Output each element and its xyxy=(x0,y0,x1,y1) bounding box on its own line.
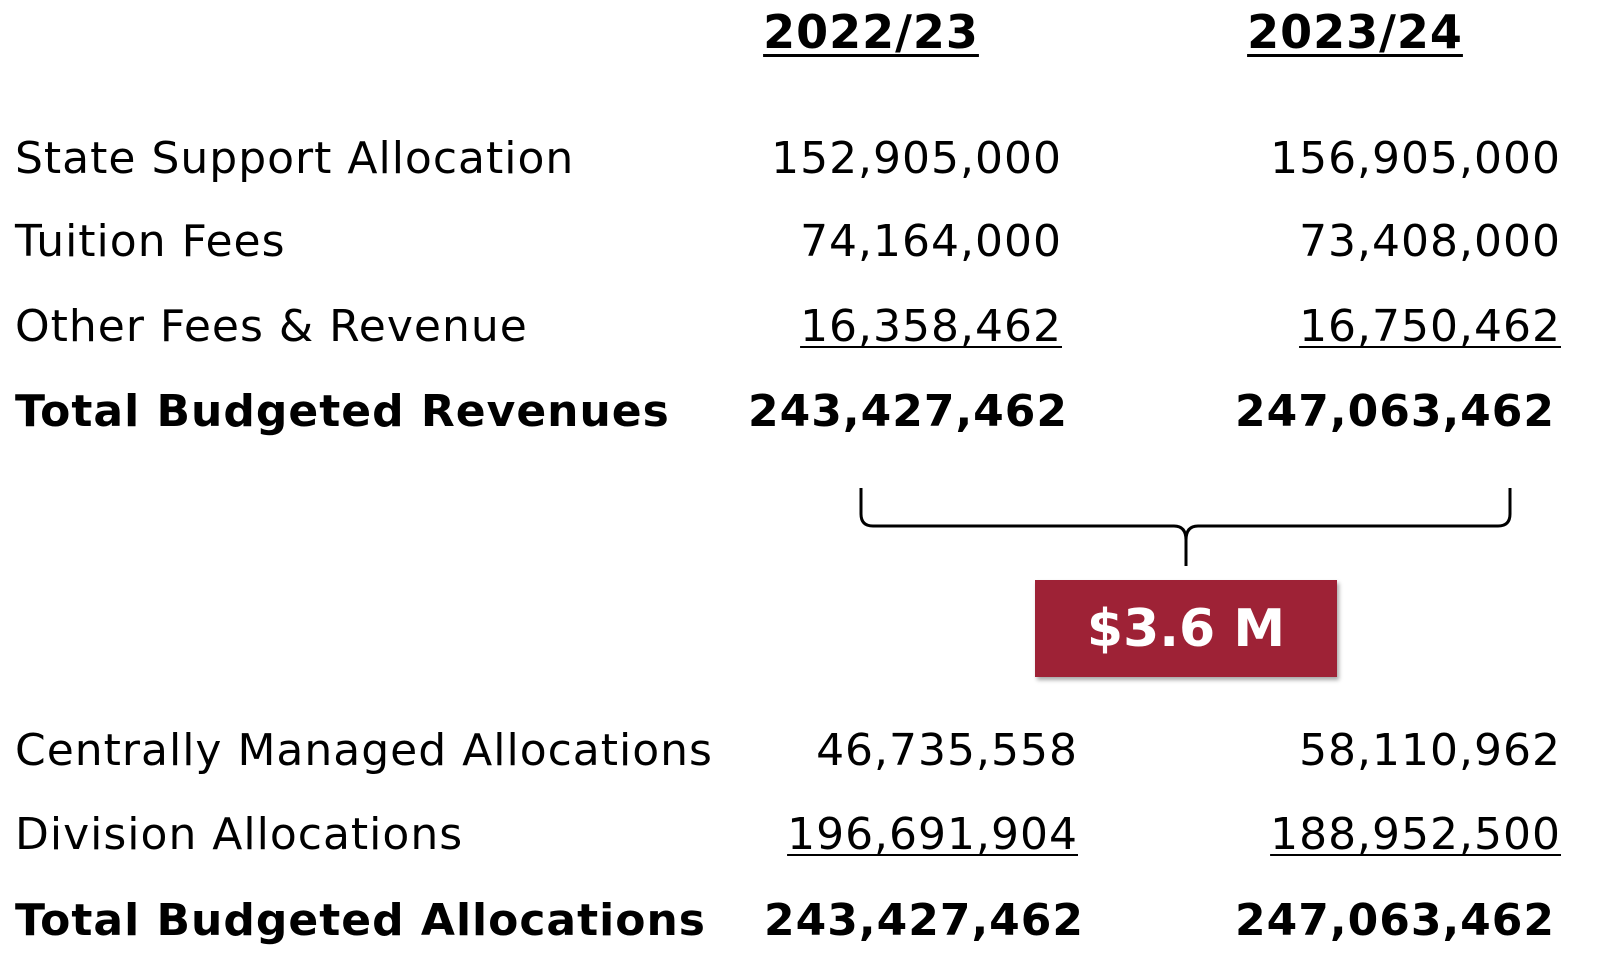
row-label: Other Fees & Revenue xyxy=(15,301,528,352)
total-value: 247,063,462 xyxy=(1235,895,1555,946)
row-value: 16,358,462 xyxy=(800,301,1062,352)
row-value: 73,408,000 xyxy=(1299,216,1561,267)
row-value: 188,952,500 xyxy=(1270,809,1561,860)
total-value: 243,427,462 xyxy=(764,895,1084,946)
row-value: 196,691,904 xyxy=(787,809,1078,860)
row-value: 46,735,558 xyxy=(816,725,1078,776)
column-header: 2023/24 xyxy=(1247,5,1463,59)
brace xyxy=(859,488,1512,566)
row-label: Tuition Fees xyxy=(15,216,286,267)
row-value: 58,110,962 xyxy=(1299,725,1561,776)
row-label: Division Allocations xyxy=(15,809,464,860)
difference-badge: $3.6 M xyxy=(1035,580,1337,677)
total-label: Total Budgeted Allocations xyxy=(15,895,706,946)
column-header: 2022/23 xyxy=(763,5,979,59)
row-label: Centrally Managed Allocations xyxy=(15,725,713,776)
total-value: 243,427,462 xyxy=(748,386,1068,437)
row-value: 16,750,462 xyxy=(1299,301,1561,352)
total-label: Total Budgeted Revenues xyxy=(15,386,670,437)
total-value: 247,063,462 xyxy=(1235,386,1555,437)
row-value: 74,164,000 xyxy=(800,216,1062,267)
row-value: 156,905,000 xyxy=(1270,133,1561,184)
row-value: 152,905,000 xyxy=(771,133,1062,184)
row-label: State Support Allocation xyxy=(15,133,575,184)
